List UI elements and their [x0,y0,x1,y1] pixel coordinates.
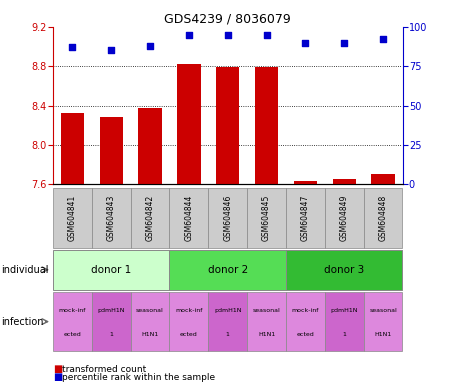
Bar [293,181,316,184]
Text: seasonal: seasonal [136,308,163,313]
Text: GSM604842: GSM604842 [145,195,154,241]
Point [68,44,76,50]
Text: GSM604843: GSM604843 [106,195,115,241]
Text: H1N1: H1N1 [374,332,391,337]
Text: GSM604848: GSM604848 [378,195,387,241]
Text: H1N1: H1N1 [141,332,158,337]
Point [185,31,192,38]
Text: pdmH1N: pdmH1N [97,308,125,313]
Title: GDS4239 / 8036079: GDS4239 / 8036079 [164,13,291,26]
Bar [332,179,355,184]
Point [301,40,308,46]
Text: ■: ■ [53,364,62,374]
Bar [61,113,84,184]
Point [340,40,347,46]
Text: GSM604845: GSM604845 [262,195,270,241]
Text: GSM604849: GSM604849 [339,195,348,241]
Text: seasonal: seasonal [252,308,280,313]
Text: GSM604841: GSM604841 [67,195,77,241]
Text: 1: 1 [341,332,346,337]
Text: GSM604844: GSM604844 [184,195,193,241]
Text: percentile rank within the sample: percentile rank within the sample [62,373,215,382]
Text: ected: ected [63,332,81,337]
Text: H1N1: H1N1 [257,332,274,337]
Bar [177,64,200,184]
Bar [370,174,394,184]
Bar [254,67,278,184]
Point [224,31,231,38]
Bar [138,108,161,184]
Text: GSM604847: GSM604847 [300,195,309,241]
Text: mock-inf: mock-inf [175,308,202,313]
Text: mock-inf: mock-inf [291,308,319,313]
Text: GSM604846: GSM604846 [223,195,232,241]
Text: donor 1: donor 1 [91,265,131,275]
Text: donor 3: donor 3 [324,265,364,275]
Text: infection: infection [1,316,43,327]
Bar [99,118,123,184]
Text: ■: ■ [53,372,62,382]
Text: transformed count: transformed count [62,366,146,374]
Text: seasonal: seasonal [369,308,396,313]
Bar [216,67,239,184]
Text: individual: individual [1,265,48,275]
Point [379,36,386,43]
Text: pdmH1N: pdmH1N [213,308,241,313]
Text: ected: ected [296,332,313,337]
Text: donor 2: donor 2 [207,265,247,275]
Text: 1: 1 [109,332,113,337]
Point [107,47,115,53]
Point [262,31,269,38]
Text: ected: ected [179,332,197,337]
Text: 1: 1 [225,332,229,337]
Text: pdmH1N: pdmH1N [330,308,357,313]
Text: mock-inf: mock-inf [58,308,86,313]
Point [146,43,153,49]
